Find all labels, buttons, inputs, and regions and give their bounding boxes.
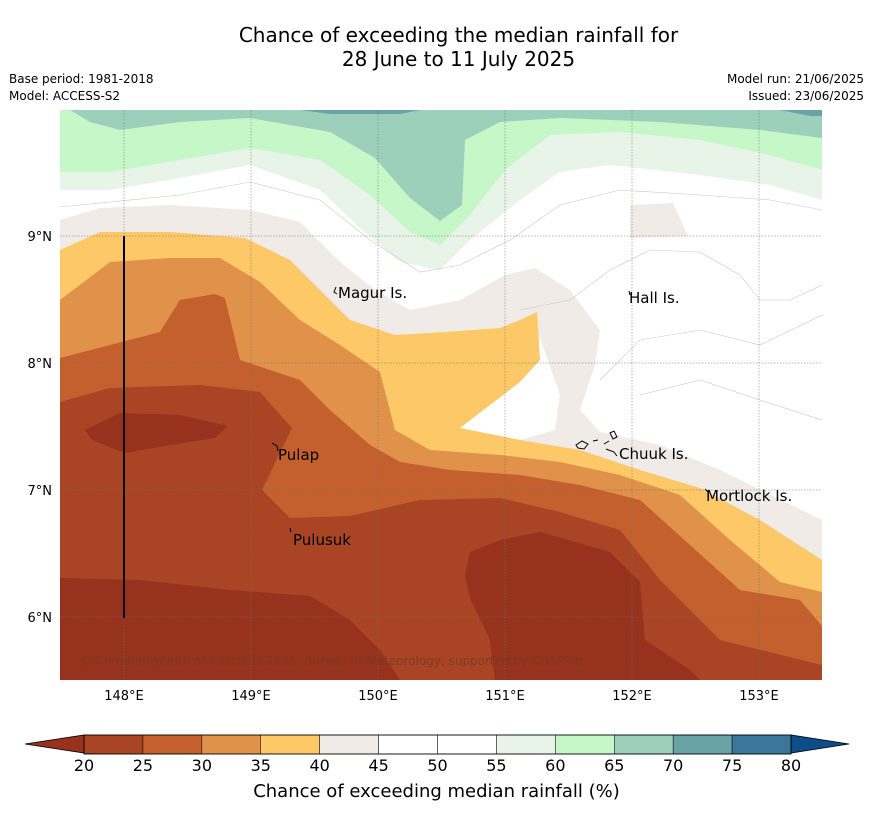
colorbar-tick-75: 75 (722, 756, 742, 775)
colorbar-segment-60 (555, 734, 615, 755)
colorbar: 20 25 30 35 40 45 50 55 60 65 70 75 80 (24, 734, 850, 775)
island-marks (271, 286, 709, 533)
place-labels: Magur Is. Hall Is. Pulap Chuuk Is. Mortl… (278, 284, 792, 549)
model-run-text: Model run: 21/06/2025 (726, 72, 864, 86)
base-period-text: Base period: 1981-2018 (9, 72, 154, 86)
lat-label-6: 6°N (28, 611, 53, 626)
pulap-island-mark (271, 442, 279, 452)
chart-title-line2: 28 June to 11 July 2025 (341, 47, 576, 71)
place-mortlock: Mortlock Is. (706, 487, 792, 505)
pulusuk-island-mark (289, 527, 292, 533)
colorbar-tick-65: 65 (604, 756, 624, 775)
colorbar-segment-50 (437, 734, 497, 755)
lat-label-9: 9°N (28, 230, 53, 245)
issued-text: Issued: 23/06/2025 (748, 89, 864, 103)
lon-label-148: 148°E (104, 689, 144, 704)
colorbar-under-triangle (24, 734, 85, 754)
meta-right: Model run: 21/06/2025 Issued: 23/06/2025 (727, 71, 864, 105)
chart-title-line1: Chance of exceeding the median rainfall … (238, 23, 679, 47)
colorbar-segment-75 (731, 734, 792, 755)
lat-label-7: 7°N (28, 484, 53, 499)
meta-left: Base period: 1981-2018 Model: ACCESS-S2 (9, 71, 154, 105)
mortlock-island-mark (704, 488, 709, 493)
lon-label-150: 150°E (358, 689, 398, 704)
band-under20-west (85, 413, 228, 453)
place-pulap: Pulap (278, 446, 319, 464)
colorbar-segment-25 (142, 734, 203, 755)
contour-line-b (519, 249, 822, 311)
place-pulusuk: Pulusuk (293, 531, 351, 549)
place-chuuk: Chuuk Is. (619, 445, 688, 463)
colorbar-over-triangle (790, 734, 850, 754)
colorbar-segment-45 (378, 734, 438, 755)
colorbar-tick-50: 50 (427, 756, 447, 775)
magur-island-mark (333, 286, 338, 295)
colorbar-segment-65 (614, 734, 674, 755)
lon-label-149: 149°E (231, 689, 271, 704)
colorbar-tick-35: 35 (251, 756, 271, 775)
contour-fills (60, 110, 822, 680)
colorbar-tick-40: 40 (309, 756, 329, 775)
colorbar-segment-55 (496, 734, 556, 755)
colorbar-tick-labels: 20 25 30 35 40 45 50 55 60 65 70 75 80 (74, 756, 801, 775)
colorbar-tick-70: 70 (663, 756, 683, 775)
lon-label-151: 151°E (485, 689, 525, 704)
colorbar-tick-30: 30 (192, 756, 212, 775)
contour-lines (60, 181, 822, 421)
contour-line-d (639, 379, 822, 421)
copyright-text: © Commonwealth of Australia 2025, Bureau… (80, 654, 585, 668)
colorbar-segment-20 (83, 734, 144, 755)
band-under20-east (465, 532, 700, 680)
band-40-45-hall (630, 203, 688, 238)
colorbar-tick-20: 20 (74, 756, 94, 775)
contour-line-a (60, 181, 822, 273)
lat-label-8: 8°N (28, 357, 53, 372)
colorbar-segment-70 (672, 734, 733, 755)
colorbar-tick-25: 25 (133, 756, 153, 775)
gridlines (60, 110, 822, 680)
axis-labels: 9°N 8°N 7°N 6°N 148°E 149°E 150°E 151°E … (28, 230, 779, 704)
colorbar-tick-45: 45 (368, 756, 388, 775)
colorbar-outline (83, 734, 792, 755)
chuuk-island-marks (575, 430, 618, 457)
colorbar-segment-40 (319, 734, 379, 755)
place-hall: Hall Is. (629, 289, 680, 307)
band-under20-south (60, 578, 400, 680)
colorbar-segment-35 (260, 734, 320, 755)
band-70-75-b (780, 110, 822, 116)
model-text: Model: ACCESS-S2 (9, 89, 121, 103)
band-65-70 (60, 110, 822, 221)
lon-label-153: 153°E (739, 689, 779, 704)
contour-line-c (599, 314, 822, 381)
hall-island-mark (628, 290, 631, 296)
colorbar-segments (83, 734, 792, 755)
lon-label-152: 152°E (612, 689, 652, 704)
colorbar-tick-55: 55 (486, 756, 506, 775)
band-70-75 (300, 110, 420, 114)
colorbar-tick-80: 80 (781, 756, 801, 775)
colorbar-segment-30 (201, 734, 261, 755)
colorbar-tick-60: 60 (545, 756, 565, 775)
place-magur: Magur Is. (338, 284, 407, 302)
colorbar-label: Chance of exceeding median rainfall (%) (253, 781, 620, 802)
